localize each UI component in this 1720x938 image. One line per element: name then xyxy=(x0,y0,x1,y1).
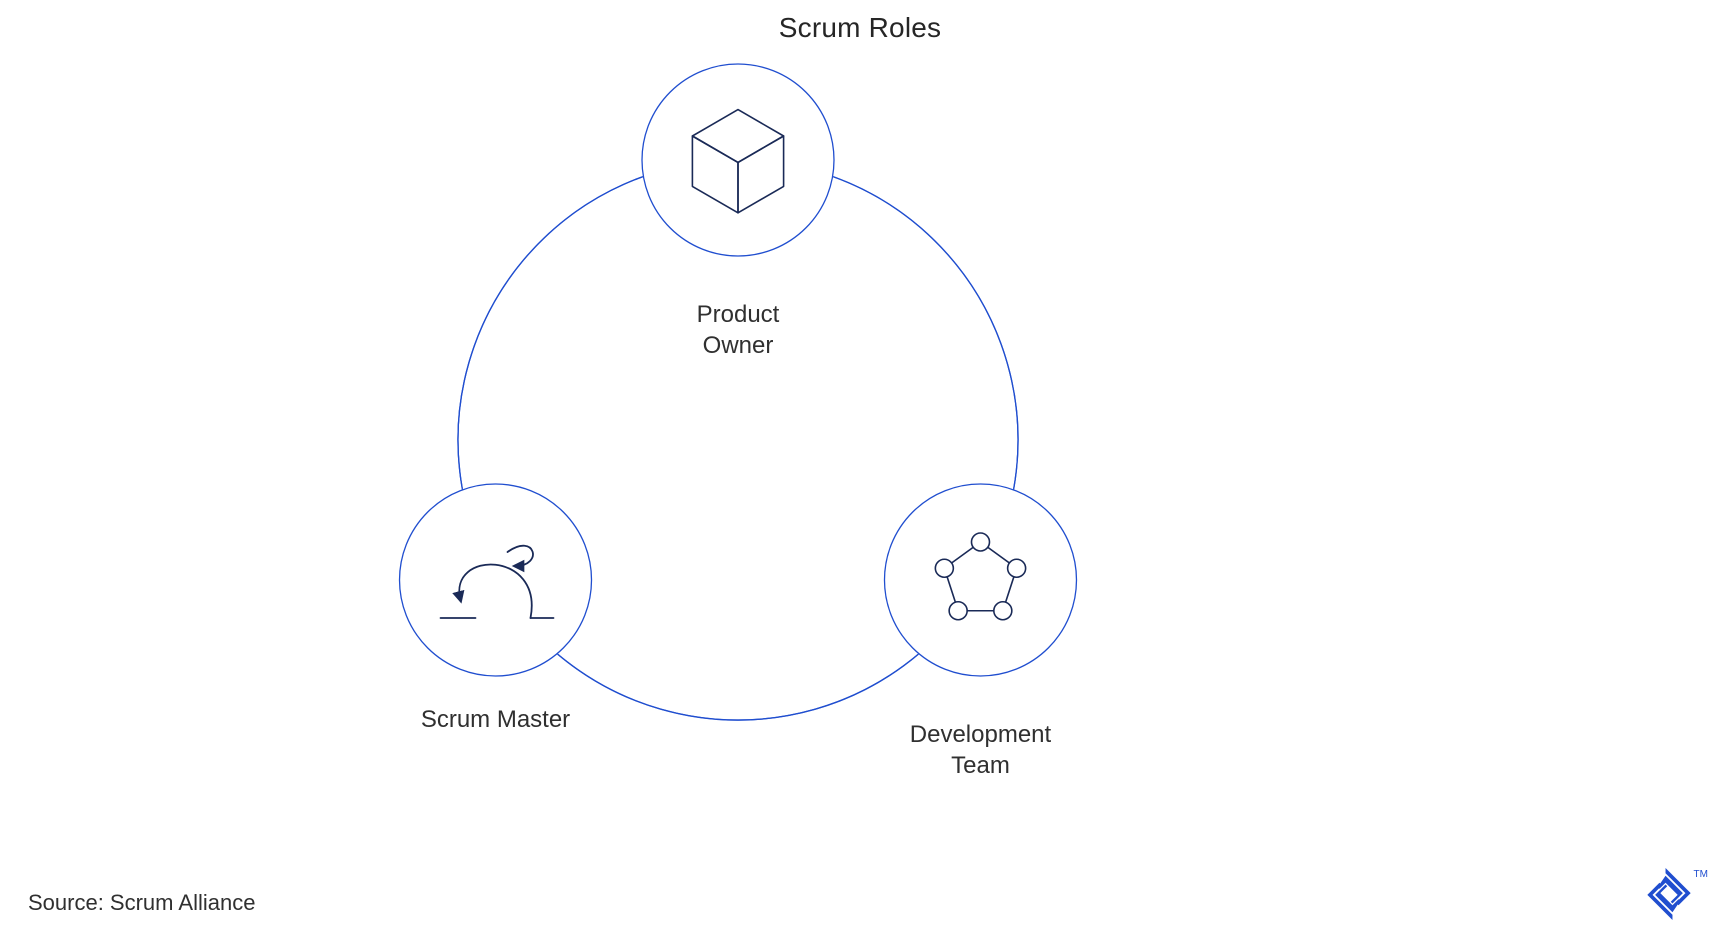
scrum-roles-diagram xyxy=(0,0,1720,938)
development-team-label: Development Team xyxy=(860,719,1100,781)
product-owner-node xyxy=(642,64,834,256)
toptal-logo-icon xyxy=(1646,868,1692,920)
development-team-node xyxy=(884,484,1076,676)
source-attribution: Source: Scrum Alliance xyxy=(28,890,255,916)
scrum-master-node xyxy=(400,484,592,676)
scrum-master-label: Scrum Master xyxy=(376,704,616,735)
trademark-symbol: TM xyxy=(1694,869,1708,880)
product-owner-label: Product Owner xyxy=(618,299,858,361)
